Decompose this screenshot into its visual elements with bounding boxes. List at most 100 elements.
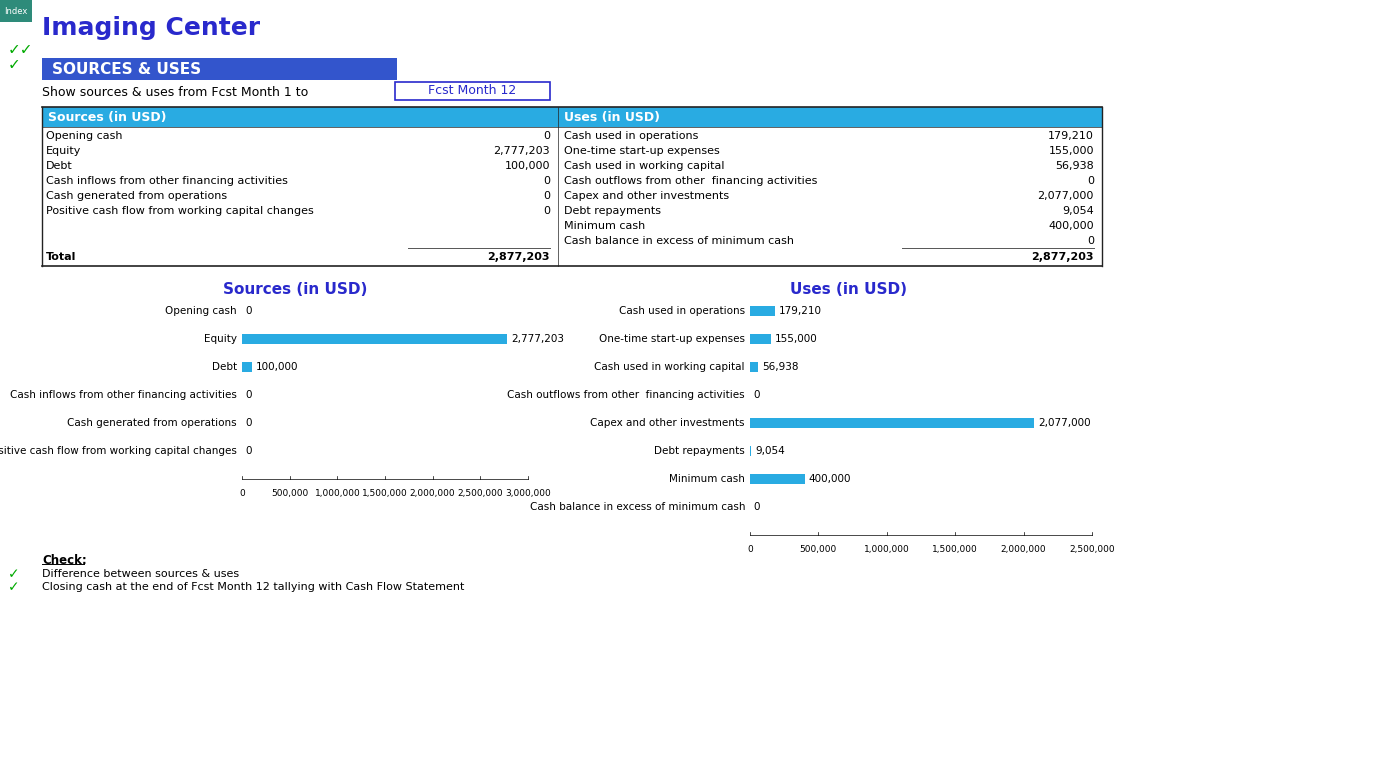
Text: 400,000: 400,000 [808, 474, 851, 484]
Text: 179,210: 179,210 [778, 306, 822, 316]
Text: Debt: Debt [212, 362, 237, 372]
Text: 1,500,000: 1,500,000 [362, 489, 408, 498]
Text: 155,000: 155,000 [775, 334, 818, 344]
Text: Cash used in operations: Cash used in operations [565, 131, 698, 141]
Text: 2,000,000: 2,000,000 [1001, 545, 1047, 554]
Text: 0: 0 [543, 131, 549, 141]
Text: 2,877,203: 2,877,203 [1031, 252, 1093, 262]
Text: 0: 0 [1086, 176, 1093, 186]
Text: Cash used in working capital: Cash used in working capital [595, 362, 745, 372]
Text: 3,000,000: 3,000,000 [505, 489, 551, 498]
Text: Equity: Equity [45, 146, 81, 156]
Text: 100,000: 100,000 [256, 362, 297, 372]
Text: Closing cash at the end of Fcst Month 12 tallying with Cash Flow Statement: Closing cash at the end of Fcst Month 12… [43, 582, 464, 592]
Text: 2,777,203: 2,777,203 [493, 146, 549, 156]
Text: Positive cash flow from working capital changes: Positive cash flow from working capital … [45, 206, 314, 216]
Bar [750, 474, 804, 484]
Bar [43, 107, 1102, 127]
Text: Fcst Month 12: Fcst Month 12 [428, 84, 516, 97]
Text: SOURCES & USES: SOURCES & USES [52, 62, 201, 77]
Bar [43, 187, 1102, 202]
Text: Capex and other investments: Capex and other investments [565, 191, 730, 201]
Text: Cash inflows from other financing activities: Cash inflows from other financing activi… [10, 390, 237, 400]
Bar [750, 362, 757, 372]
Text: ✓: ✓ [8, 580, 19, 594]
Bar [395, 82, 549, 100]
Text: 1,500,000: 1,500,000 [932, 545, 978, 554]
Text: Cash generated from operations: Cash generated from operations [45, 191, 227, 201]
Text: Cash used in operations: Cash used in operations [618, 306, 745, 316]
Text: Uses (in USD): Uses (in USD) [789, 282, 906, 298]
Text: 9,054: 9,054 [1062, 206, 1093, 216]
Text: 0: 0 [245, 390, 252, 400]
Text: Cash generated from operations: Cash generated from operations [67, 418, 237, 428]
Text: 2,500,000: 2,500,000 [457, 489, 503, 498]
Text: Show sources & uses from Fcst Month 1 to: Show sources & uses from Fcst Month 1 to [43, 87, 308, 100]
Bar [43, 232, 1102, 247]
Text: Cash balance in excess of minimum cash: Cash balance in excess of minimum cash [530, 502, 745, 512]
Text: ✓✓: ✓✓ [8, 43, 33, 58]
Text: ✓: ✓ [8, 58, 21, 72]
Text: Capex and other investments: Capex and other investments [591, 418, 745, 428]
Text: Sources (in USD): Sources (in USD) [48, 110, 167, 123]
Text: 400,000: 400,000 [1048, 221, 1093, 231]
Text: Uses (in USD): Uses (in USD) [565, 110, 660, 123]
Text: Check:: Check: [43, 553, 87, 566]
Text: 0: 0 [543, 191, 549, 201]
Text: 0: 0 [1086, 236, 1093, 246]
Text: 56,938: 56,938 [1055, 161, 1093, 171]
Text: Total: Total [45, 252, 76, 262]
Bar [43, 262, 1102, 277]
Text: Sources (in USD): Sources (in USD) [223, 282, 368, 298]
Bar [43, 247, 1102, 262]
Text: Positive cash flow from working capital changes: Positive cash flow from working capital … [0, 446, 237, 456]
Text: One-time start-up expenses: One-time start-up expenses [599, 334, 745, 344]
Text: 2,500,000: 2,500,000 [1069, 545, 1115, 554]
Text: Cash balance in excess of minimum cash: Cash balance in excess of minimum cash [565, 236, 795, 246]
Text: Opening cash: Opening cash [45, 131, 123, 141]
Bar [750, 334, 771, 344]
Text: Difference between sources & uses: Difference between sources & uses [43, 569, 240, 579]
Text: Debt repayments: Debt repayments [654, 446, 745, 456]
Text: Cash outflows from other  financing activities: Cash outflows from other financing activ… [507, 390, 745, 400]
Text: 0: 0 [543, 206, 549, 216]
Bar [43, 157, 1102, 172]
Text: Cash outflows from other  financing activities: Cash outflows from other financing activ… [565, 176, 818, 186]
Text: Debt: Debt [45, 161, 73, 171]
Bar [750, 418, 1034, 428]
Bar [43, 217, 1102, 232]
Text: 2,777,203: 2,777,203 [511, 334, 563, 344]
Text: 155,000: 155,000 [1048, 146, 1093, 156]
Text: 9,054: 9,054 [755, 446, 785, 456]
Bar [43, 202, 1102, 217]
Bar [750, 306, 774, 316]
Text: Equity: Equity [204, 334, 237, 344]
Text: 100,000: 100,000 [504, 161, 549, 171]
Text: Minimum cash: Minimum cash [669, 474, 745, 484]
Text: Opening cash: Opening cash [165, 306, 237, 316]
Text: Minimum cash: Minimum cash [565, 221, 646, 231]
Text: 0: 0 [240, 489, 245, 498]
Text: 500,000: 500,000 [271, 489, 308, 498]
Text: 56,938: 56,938 [761, 362, 799, 372]
Text: ✓: ✓ [8, 567, 19, 581]
Text: Imaging Center: Imaging Center [43, 16, 260, 40]
Text: 0: 0 [753, 502, 760, 512]
Text: Debt repayments: Debt repayments [565, 206, 661, 216]
Text: 2,877,203: 2,877,203 [487, 252, 549, 262]
Bar [43, 142, 1102, 157]
Bar [242, 334, 507, 344]
Text: 0: 0 [753, 390, 760, 400]
Text: 179,210: 179,210 [1048, 131, 1093, 141]
Bar [43, 127, 1102, 142]
Text: 0: 0 [245, 446, 252, 456]
Text: 1,000,000: 1,000,000 [314, 489, 361, 498]
Text: Cash used in working capital: Cash used in working capital [565, 161, 724, 171]
Text: 500,000: 500,000 [800, 545, 837, 554]
Bar [43, 172, 1102, 187]
Text: 0: 0 [543, 176, 549, 186]
Bar [0, 0, 32, 22]
Text: 0: 0 [245, 418, 252, 428]
Text: 0: 0 [748, 545, 753, 554]
Text: Index: Index [4, 7, 28, 15]
